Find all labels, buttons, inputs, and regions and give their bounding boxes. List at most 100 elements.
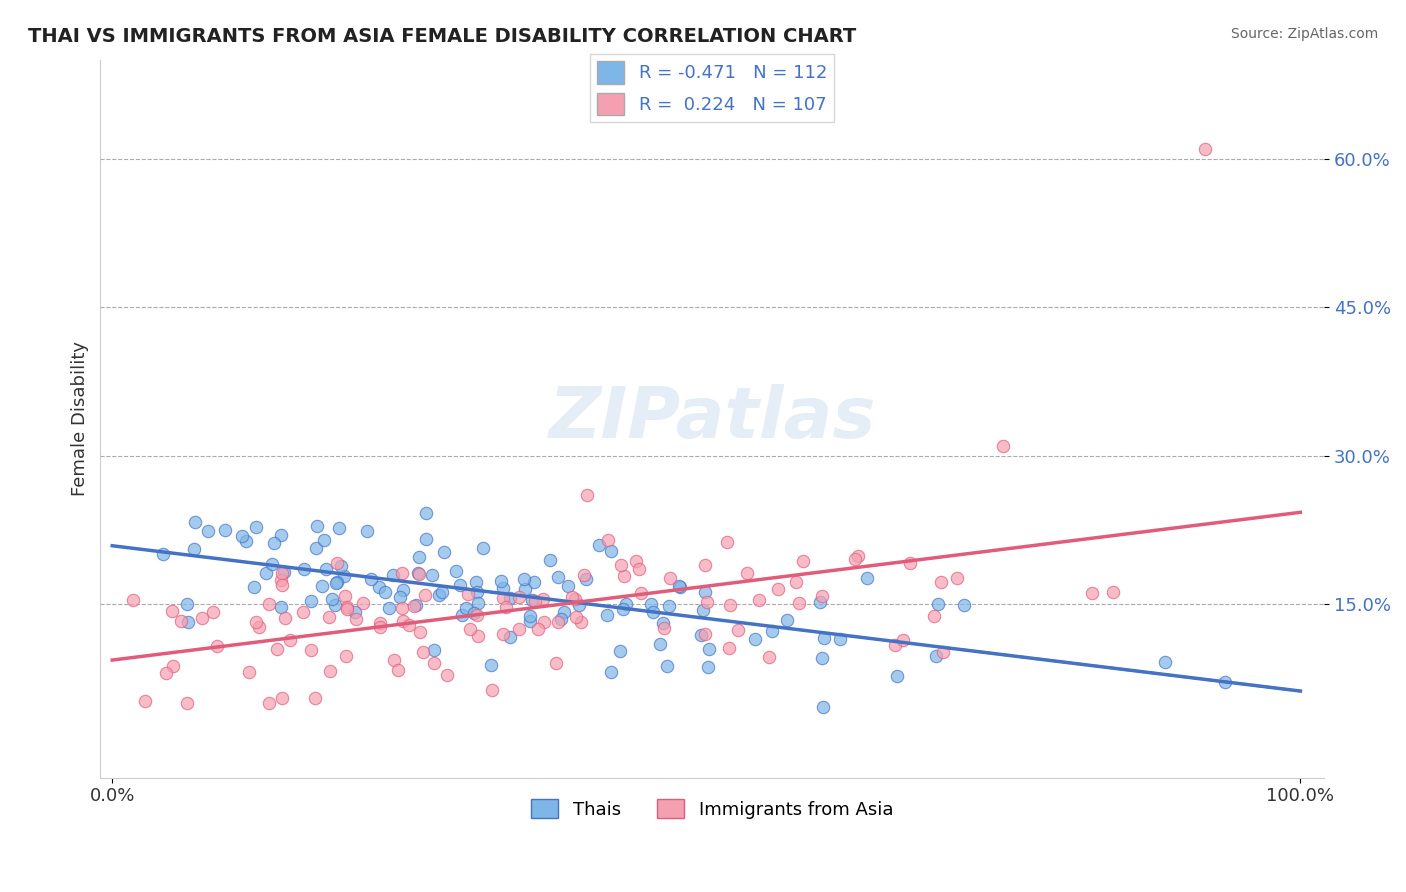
- Point: [190, 611, 212, 625]
- Point: [925, 648, 948, 663]
- Point: [717, 641, 740, 656]
- Point: [693, 627, 716, 641]
- Point: [336, 601, 359, 615]
- Point: [886, 668, 908, 682]
- Point: [993, 439, 1015, 453]
- Point: [761, 624, 783, 639]
- Point: [1215, 675, 1237, 690]
- Point: [481, 683, 503, 698]
- Point: [205, 639, 228, 653]
- Point: [808, 595, 831, 609]
- Point: [811, 699, 834, 714]
- Point: [299, 594, 322, 608]
- Point: [696, 595, 718, 609]
- Point: [609, 644, 631, 658]
- Point: [695, 585, 717, 599]
- Point: [405, 598, 427, 612]
- Point: [792, 554, 814, 568]
- Point: [718, 598, 741, 612]
- Point: [259, 696, 281, 710]
- Point: [564, 592, 586, 607]
- Point: [544, 656, 567, 670]
- Point: [689, 628, 711, 642]
- Point: [668, 580, 690, 594]
- Point: [274, 611, 297, 625]
- Point: [727, 624, 749, 638]
- Point: [648, 637, 671, 651]
- Point: [610, 558, 633, 573]
- Point: [270, 690, 292, 705]
- Point: [170, 614, 193, 628]
- Point: [499, 591, 522, 606]
- Point: [600, 665, 623, 679]
- Point: [245, 615, 267, 629]
- Point: [382, 652, 405, 666]
- Point: [254, 566, 277, 580]
- Text: Source: ZipAtlas.com: Source: ZipAtlas.com: [1230, 27, 1378, 41]
- Point: [465, 585, 488, 599]
- Legend: Thais, Immigrants from Asia: Thais, Immigrants from Asia: [524, 792, 900, 826]
- Point: [235, 533, 257, 548]
- Point: [270, 566, 292, 581]
- Point: [391, 600, 413, 615]
- Point: [292, 605, 315, 619]
- Point: [238, 665, 260, 680]
- Point: [155, 666, 177, 681]
- Point: [304, 690, 326, 705]
- Point: [374, 585, 396, 599]
- Point: [292, 562, 315, 576]
- Point: [388, 591, 411, 605]
- Point: [336, 599, 359, 614]
- Point: [391, 566, 413, 580]
- Point: [652, 621, 675, 635]
- Point: [423, 657, 446, 671]
- Point: [697, 660, 720, 674]
- Point: [630, 585, 652, 599]
- Point: [492, 591, 515, 606]
- Point: [177, 615, 200, 630]
- Point: [658, 599, 681, 613]
- Point: [811, 590, 834, 604]
- Point: [519, 609, 541, 624]
- Point: [382, 568, 405, 582]
- Point: [574, 567, 596, 582]
- Point: [547, 570, 569, 584]
- Point: [523, 594, 546, 608]
- Point: [1153, 655, 1175, 669]
- Point: [333, 569, 356, 583]
- Point: [766, 582, 789, 596]
- Point: [499, 630, 522, 644]
- Point: [433, 545, 456, 559]
- Point: [472, 541, 495, 556]
- Point: [423, 643, 446, 657]
- Point: [427, 588, 450, 602]
- Point: [557, 579, 579, 593]
- Point: [231, 529, 253, 543]
- Point: [846, 549, 869, 563]
- Point: [391, 583, 413, 598]
- Point: [695, 558, 717, 573]
- Point: [321, 592, 343, 607]
- Point: [408, 566, 430, 581]
- Point: [932, 644, 955, 658]
- Point: [953, 599, 976, 613]
- Point: [398, 617, 420, 632]
- Point: [325, 575, 347, 590]
- Point: [553, 605, 575, 619]
- Point: [576, 488, 599, 502]
- Point: [492, 581, 515, 595]
- Point: [328, 521, 350, 535]
- Point: [406, 566, 429, 580]
- Point: [176, 597, 198, 611]
- Point: [735, 566, 758, 580]
- Point: [931, 574, 953, 589]
- Point: [467, 596, 489, 610]
- Point: [449, 578, 471, 592]
- Point: [519, 615, 541, 629]
- Point: [813, 631, 835, 645]
- Point: [464, 575, 486, 590]
- Point: [716, 535, 738, 549]
- Point: [628, 562, 651, 576]
- Point: [744, 632, 766, 647]
- Point: [785, 575, 807, 590]
